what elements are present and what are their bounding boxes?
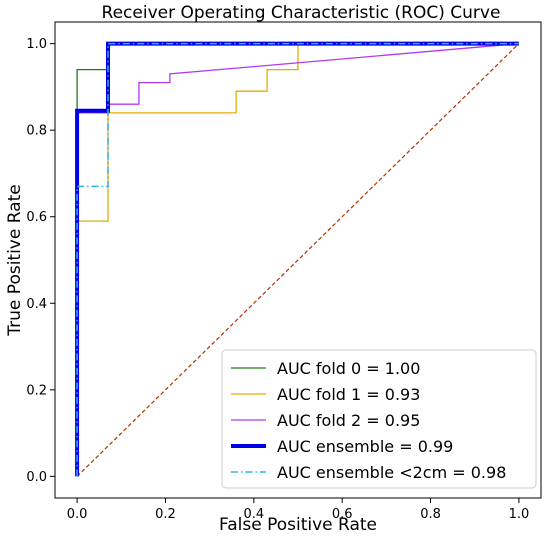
y-tick-label: 0.8 [26,124,47,139]
x-tick-label: 0.8 [420,507,441,522]
chance-diagonal-line [76,43,520,477]
x-tick-label: 0.0 [67,507,88,522]
legend-label: AUC ensemble <2cm = 0.98 [277,463,506,482]
legend-label: AUC ensemble = 0.99 [277,437,453,456]
y-axis-label: True Positive Rate [5,184,25,336]
legend-label: AUC fold 0 = 1.00 [277,359,420,378]
x-axis-label: False Positive Rate [219,515,377,535]
x-axis-ticks: 0.0 0.2 0.4 0.6 0.8 1.0 [67,498,530,522]
y-axis-ticks: 0.0 0.2 0.4 0.6 0.8 1.0 [26,37,55,485]
legend-frame [221,349,537,489]
y-tick-label: 0.2 [26,383,47,398]
series-line-2 [76,42,519,477]
y-tick-label: 0.4 [26,297,47,312]
x-tick-label: 1.0 [509,507,530,522]
series-line-1 [76,42,519,477]
x-tick-label: 0.6 [332,507,353,522]
chart-title: Receiver Operating Characteristic (ROC) … [102,3,501,23]
y-tick-label: 1.0 [26,37,47,52]
legend-label: AUC fold 1 = 0.93 [277,385,420,404]
x-tick-label: 0.4 [243,507,264,522]
legend: AUC fold 0 = 1.00 AUC fold 1 = 0.93 AUC fo… [221,349,537,489]
legend-label: AUC fold 2 = 0.95 [277,411,420,430]
x-tick-label: 0.2 [155,507,176,522]
series-line-4 [76,42,519,477]
series-layer [75,41,520,477]
y-tick-label: 0.6 [26,210,47,225]
y-tick-label: 0.0 [26,470,47,485]
